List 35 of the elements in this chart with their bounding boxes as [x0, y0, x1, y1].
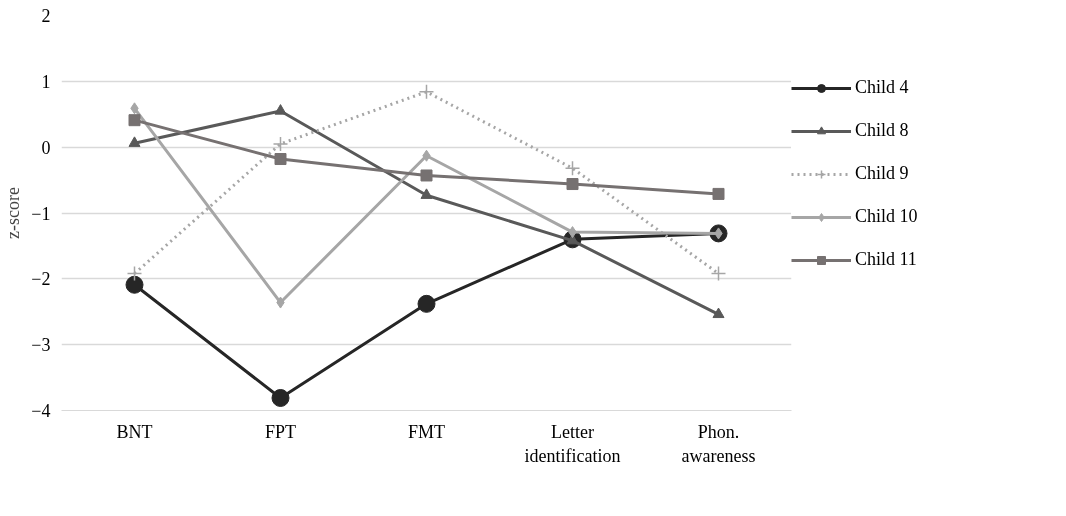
y-tick-label: −4: [31, 401, 51, 421]
y-tick-label: 0: [41, 137, 51, 158]
point: [128, 136, 141, 147]
point: [271, 389, 290, 407]
legend-label: Child 10: [855, 206, 918, 227]
point: [417, 294, 436, 313]
point: [272, 136, 289, 152]
point: [274, 104, 287, 115]
y-tick-label: −1: [31, 203, 51, 224]
legend-label: Child 8: [855, 120, 909, 141]
y-tick-label: 2: [41, 6, 51, 26]
point: [125, 275, 144, 294]
y-tick-label: −3: [31, 335, 51, 356]
point: [420, 169, 433, 182]
legend-label: Child 11: [855, 249, 917, 270]
x-tick-label: BNT: [116, 421, 153, 442]
point: [566, 178, 579, 191]
point: [126, 265, 143, 282]
point: [128, 114, 141, 127]
y-axis-title: z-score: [3, 187, 24, 239]
point: [710, 265, 727, 282]
point: [418, 84, 435, 100]
point: [564, 160, 581, 176]
point: [420, 188, 433, 199]
point: [274, 153, 287, 166]
point: [712, 307, 725, 319]
legend-label: Child 9: [855, 163, 909, 184]
legend-label: Child 4: [855, 77, 909, 98]
x-tick-label: FMT: [407, 421, 446, 442]
x-tick-label: Phon. awareness: [681, 421, 756, 466]
point: [712, 187, 725, 200]
x-tick-label: Letter identification: [524, 421, 621, 466]
x-tick-label: FPT: [264, 421, 297, 442]
y-tick-label: −2: [31, 269, 51, 290]
y-tick-label: 1: [41, 71, 51, 92]
